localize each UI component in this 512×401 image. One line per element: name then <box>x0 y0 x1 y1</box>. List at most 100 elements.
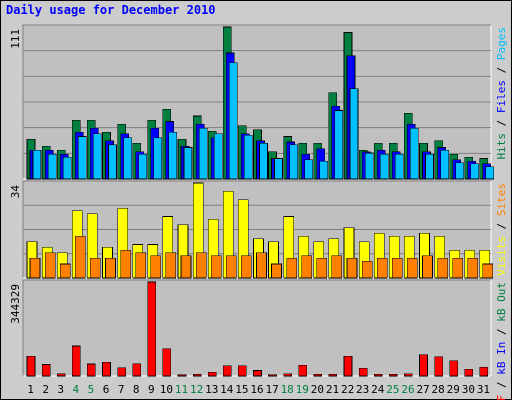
x-tick-label-day-26: 26 <box>401 383 414 396</box>
visits-legend-part-0: Visits <box>495 236 508 276</box>
visits-bar-sites-day-29 <box>452 258 464 279</box>
usage-bar-pages-day-1 <box>32 149 42 180</box>
x-tick-label-day-20: 20 <box>311 383 324 396</box>
x-tick-label-day-1: 1 <box>27 383 34 396</box>
kbytes-bar-kb-f-day-24 <box>373 374 383 377</box>
kbytes-legend: kB F / kB In / kB Out <box>495 282 508 401</box>
usage-bar-pages-day-16 <box>259 143 268 180</box>
x-tick-label-day-10: 10 <box>160 383 173 396</box>
usage-bar-pages-day-24 <box>379 154 389 180</box>
kbytes-bar-kb-f-day-21 <box>328 374 338 377</box>
usage-bar-pages-day-3 <box>62 156 72 180</box>
visits-bar-sites-day-13 <box>210 255 222 279</box>
x-tick-label-day-16: 16 <box>250 383 263 396</box>
kbytes-bar-kb-f-day-10 <box>162 348 172 377</box>
usage-bar-pages-day-6 <box>108 144 117 180</box>
usage-bar-pages-day-15 <box>244 134 253 180</box>
kbytes-bar-kb-f-day-9 <box>147 281 157 377</box>
usage-legend-part-3: / <box>495 60 508 80</box>
usage-bar-pages-day-7 <box>123 137 132 180</box>
x-tick-label-day-9: 9 <box>148 383 155 396</box>
visits-bar-sites-day-8 <box>135 252 146 279</box>
usage-bar-pages-day-14 <box>228 62 238 180</box>
usage-bar-pages-day-23 <box>364 152 374 180</box>
usage-bar-pages-day-18 <box>289 144 298 180</box>
x-tick-label-day-17: 17 <box>265 383 278 396</box>
visits-max-label: 34 <box>9 185 22 199</box>
visits-bar-sites-day-17 <box>271 263 282 279</box>
x-tick-label-day-13: 13 <box>205 383 218 396</box>
visits-bar-sites-day-2 <box>44 252 56 279</box>
x-tick-label-day-18: 18 <box>281 383 294 396</box>
usage-max-label: 111 <box>9 29 22 49</box>
kbytes-legend-part-3: / <box>495 322 508 342</box>
kbytes-legend-part-1: / <box>495 375 508 395</box>
x-tick-label-day-3: 3 <box>57 383 64 396</box>
x-tick-label-day-28: 28 <box>432 383 445 396</box>
x-tick-label-day-24: 24 <box>371 383 385 396</box>
kbytes-bar-kb-f-day-27 <box>419 354 428 377</box>
visits-bar-sites-day-3 <box>59 263 71 279</box>
x-tick-label-day-5: 5 <box>88 383 95 396</box>
kbytes-bar-kb-f-day-5 <box>87 363 96 377</box>
kbytes-panel <box>22 279 492 377</box>
usage-bar-pages-day-25 <box>395 154 404 180</box>
kbytes-bar-kb-f-day-17 <box>268 374 277 377</box>
usage-bar-pages-day-28 <box>440 149 449 180</box>
usage-bar-pages-day-4 <box>77 136 87 180</box>
kbytes-bar-kb-f-day-15 <box>238 365 247 377</box>
x-tick-label-day-30: 30 <box>462 383 475 396</box>
kbytes-legend-part-4: kB Out <box>495 282 508 322</box>
visits-bar-sites-day-30 <box>467 258 479 279</box>
usage-legend: Hits / Files / Pages <box>495 27 508 160</box>
usage-legend-part-1: / <box>495 113 508 133</box>
kbytes-bar-kb-f-day-20 <box>313 374 323 377</box>
usage-bar-pages-day-13 <box>213 133 223 180</box>
visits-bar-sites-day-7 <box>120 249 131 279</box>
usage-bar-pages-day-12 <box>198 128 208 180</box>
kbytes-bar-kb-f-day-22 <box>343 356 353 377</box>
visits-bar-sites-day-14 <box>225 255 237 279</box>
usage-bar-pages-day-8 <box>138 154 147 180</box>
kbytes-max-label: 344329 <box>9 284 22 324</box>
usage-bar-pages-day-22 <box>349 88 359 180</box>
kbytes-bar-kb-f-day-12 <box>192 374 202 377</box>
usage-legend-part-0: Hits <box>495 133 508 160</box>
visits-bar-sites-day-15 <box>241 255 252 279</box>
visits-legend: Visits / Sites <box>495 183 508 276</box>
visits-bar-sites-day-22 <box>346 258 358 279</box>
visits-bar-sites-day-1 <box>29 258 41 279</box>
usage-bar-pages-day-30 <box>470 163 480 180</box>
visits-bar-sites-day-11 <box>180 255 192 279</box>
visits-bar-sites-day-31 <box>482 263 494 279</box>
x-tick-label-day-2: 2 <box>42 383 49 396</box>
visits-bar-sites-day-19 <box>301 255 313 279</box>
usage-bar-pages-day-10 <box>168 132 178 180</box>
usage-bar-pages-day-17 <box>274 158 283 180</box>
visits-bar-sites-day-23 <box>361 260 373 279</box>
x-tick-label-day-14: 14 <box>220 383 234 396</box>
usage-bar-pages-day-20 <box>319 160 329 180</box>
visits-bar-sites-day-28 <box>437 258 448 279</box>
x-tick-label-day-23: 23 <box>356 383 369 396</box>
x-tick-label-day-31: 31 <box>477 383 490 396</box>
visits-bar-sites-day-10 <box>165 252 177 279</box>
kbytes-bar-kb-f-day-6 <box>102 362 111 377</box>
kbytes-bar-kb-f-day-31 <box>479 366 489 377</box>
kbytes-bar-kb-f-day-23 <box>358 368 368 377</box>
x-tick-label-day-15: 15 <box>235 383 248 396</box>
usage-legend-part-4: Pages <box>495 27 508 60</box>
usage-bar-pages-day-11 <box>183 147 193 180</box>
visits-bar-sites-day-16 <box>256 252 267 279</box>
visits-bar-sites-day-9 <box>150 255 162 279</box>
visits-bar-sites-day-6 <box>105 258 116 279</box>
x-tick-label-day-27: 27 <box>416 383 429 396</box>
visits-bar-sites-day-24 <box>376 258 388 279</box>
visits-bar-sites-day-18 <box>286 258 297 279</box>
kbytes-bar-kb-f-day-11 <box>177 374 187 377</box>
x-tick-label-day-11: 11 <box>175 383 188 396</box>
x-tick-label-day-21: 21 <box>326 383 339 396</box>
chart-title: Daily usage for December 2010 <box>6 3 216 17</box>
